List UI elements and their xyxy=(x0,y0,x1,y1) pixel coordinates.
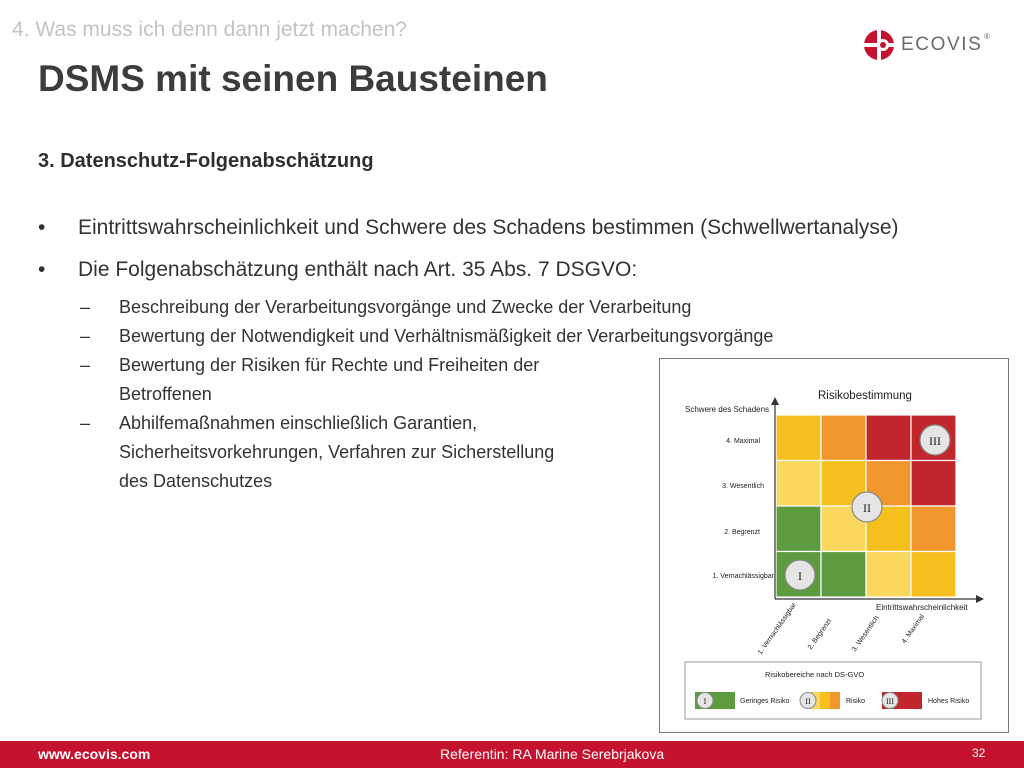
legend-marker-3 xyxy=(881,692,899,709)
subbullet-text: Sicherheitsvorkehrungen, Verfahren zur S… xyxy=(119,442,555,462)
row-label: 4. Maximal xyxy=(726,438,760,445)
subbullet-text: Beschreibung der Verarbeitungsvorgänge u… xyxy=(119,297,692,317)
subbullet-text: Abhilfemaßnahmen einschließlich Garantie… xyxy=(119,413,478,433)
matrix-cell xyxy=(775,459,822,507)
legend-swatch-mid-c xyxy=(830,692,840,709)
slide-title: DSMS mit seinen Bausteinen xyxy=(38,58,548,99)
row-label: 1. Vernachlässigbar xyxy=(713,573,775,580)
ecovis-logo: ECOVIS ® xyxy=(862,28,992,62)
matrix-cell xyxy=(820,414,867,462)
subbullet-dash: – xyxy=(80,355,91,375)
subbullet-text: Betroffenen xyxy=(119,384,212,404)
legend-marker-3-label: III xyxy=(886,697,894,706)
x-axis-arrow xyxy=(976,595,984,603)
col-label: 2. Begrenzt xyxy=(807,618,833,651)
subbullet-text: des Datenschutzes xyxy=(119,471,273,491)
slide-subtitle: 3. Datenschutz-Folgenabschätzung xyxy=(38,150,374,172)
risk-marker-2-label: II xyxy=(863,501,871,515)
subbullet-dash: – xyxy=(80,297,91,317)
footer-referent: Referentin: RA Marine Serebrjakova xyxy=(440,746,665,762)
matrix-cell xyxy=(775,414,822,462)
legend-label-mid: Risiko xyxy=(846,698,865,705)
legend-marker-1 xyxy=(696,692,714,709)
bullet-text: Eintrittswahrscheinlichkeit und Schwere … xyxy=(78,216,899,239)
legend-box xyxy=(684,661,982,720)
logo-wordmark: ECOVIS xyxy=(901,34,983,55)
bullet-text: Die Folgenabschätzung enthält nach Art. … xyxy=(78,258,638,281)
matrix-cell xyxy=(910,459,957,507)
matrix-cell xyxy=(775,505,822,553)
legend-label-high: Hohes Risiko xyxy=(928,698,969,705)
legend-marker-2 xyxy=(799,692,817,709)
legend-marker-2-label: II xyxy=(805,697,811,706)
bullet-mark: • xyxy=(38,216,46,239)
matrix-cell xyxy=(865,550,912,598)
y-axis-arrow xyxy=(771,397,779,405)
bullet-mark: • xyxy=(38,258,46,281)
risk-marker-1-label: I xyxy=(798,569,802,583)
matrix-cell xyxy=(820,550,867,598)
page-number: 32 xyxy=(972,746,986,760)
risk-marker-3-label: III xyxy=(929,434,941,448)
breadcrumb: 4. Was muss ich denn dann jetzt machen? xyxy=(12,18,407,41)
subbullet-text: Bewertung der Notwendigkeit und Verhältn… xyxy=(119,326,774,346)
legend-swatch-mid-b xyxy=(820,692,830,709)
col-label: 3. Wesentlich xyxy=(851,615,881,653)
row-label: 3. Wesentlich xyxy=(722,483,764,490)
y-axis-label: Schwere des Schadens xyxy=(685,405,769,414)
subbullet-dash: – xyxy=(80,413,91,433)
legend-marker-1-label: I xyxy=(704,697,707,706)
subbullet-dash: – xyxy=(80,326,91,346)
matrix-cell xyxy=(910,505,957,553)
col-label: 1. Vernachlässigbar xyxy=(757,601,798,656)
footer-url-link[interactable]: www.ecovis.com xyxy=(38,746,151,762)
risk-marker-3 xyxy=(919,424,951,456)
risk-matrix-svg: Risikobestimmung Schwere des Schadens Ei… xyxy=(684,390,984,720)
col-label: 4. Maximal xyxy=(901,613,926,645)
subbullet-text: Bewertung der Risiken für Rechte und Fre… xyxy=(119,355,540,375)
x-axis-label: Eintrittswahrscheinlichkeit xyxy=(876,603,968,612)
logo-registered-mark: ® xyxy=(984,32,990,41)
legend-title: Risikobereiche nach DS-GVO xyxy=(765,670,864,679)
risk-marker-1 xyxy=(784,559,816,591)
ecovis-logo-icon xyxy=(862,28,896,62)
risk-matrix-figure: Risikobestimmung Schwere des Schadens Ei… xyxy=(659,358,1009,733)
legend-label-low: Geringes Risiko xyxy=(740,698,790,705)
matrix-cell xyxy=(865,414,912,462)
risk-marker-2 xyxy=(851,491,883,523)
footer-bar: www.ecovis.com Referentin: RA Marine Ser… xyxy=(0,741,1024,768)
matrix-cell xyxy=(910,550,957,598)
row-label: 2. Begrenzt xyxy=(724,529,760,536)
risk-matrix-title: Risikobestimmung xyxy=(818,390,912,402)
